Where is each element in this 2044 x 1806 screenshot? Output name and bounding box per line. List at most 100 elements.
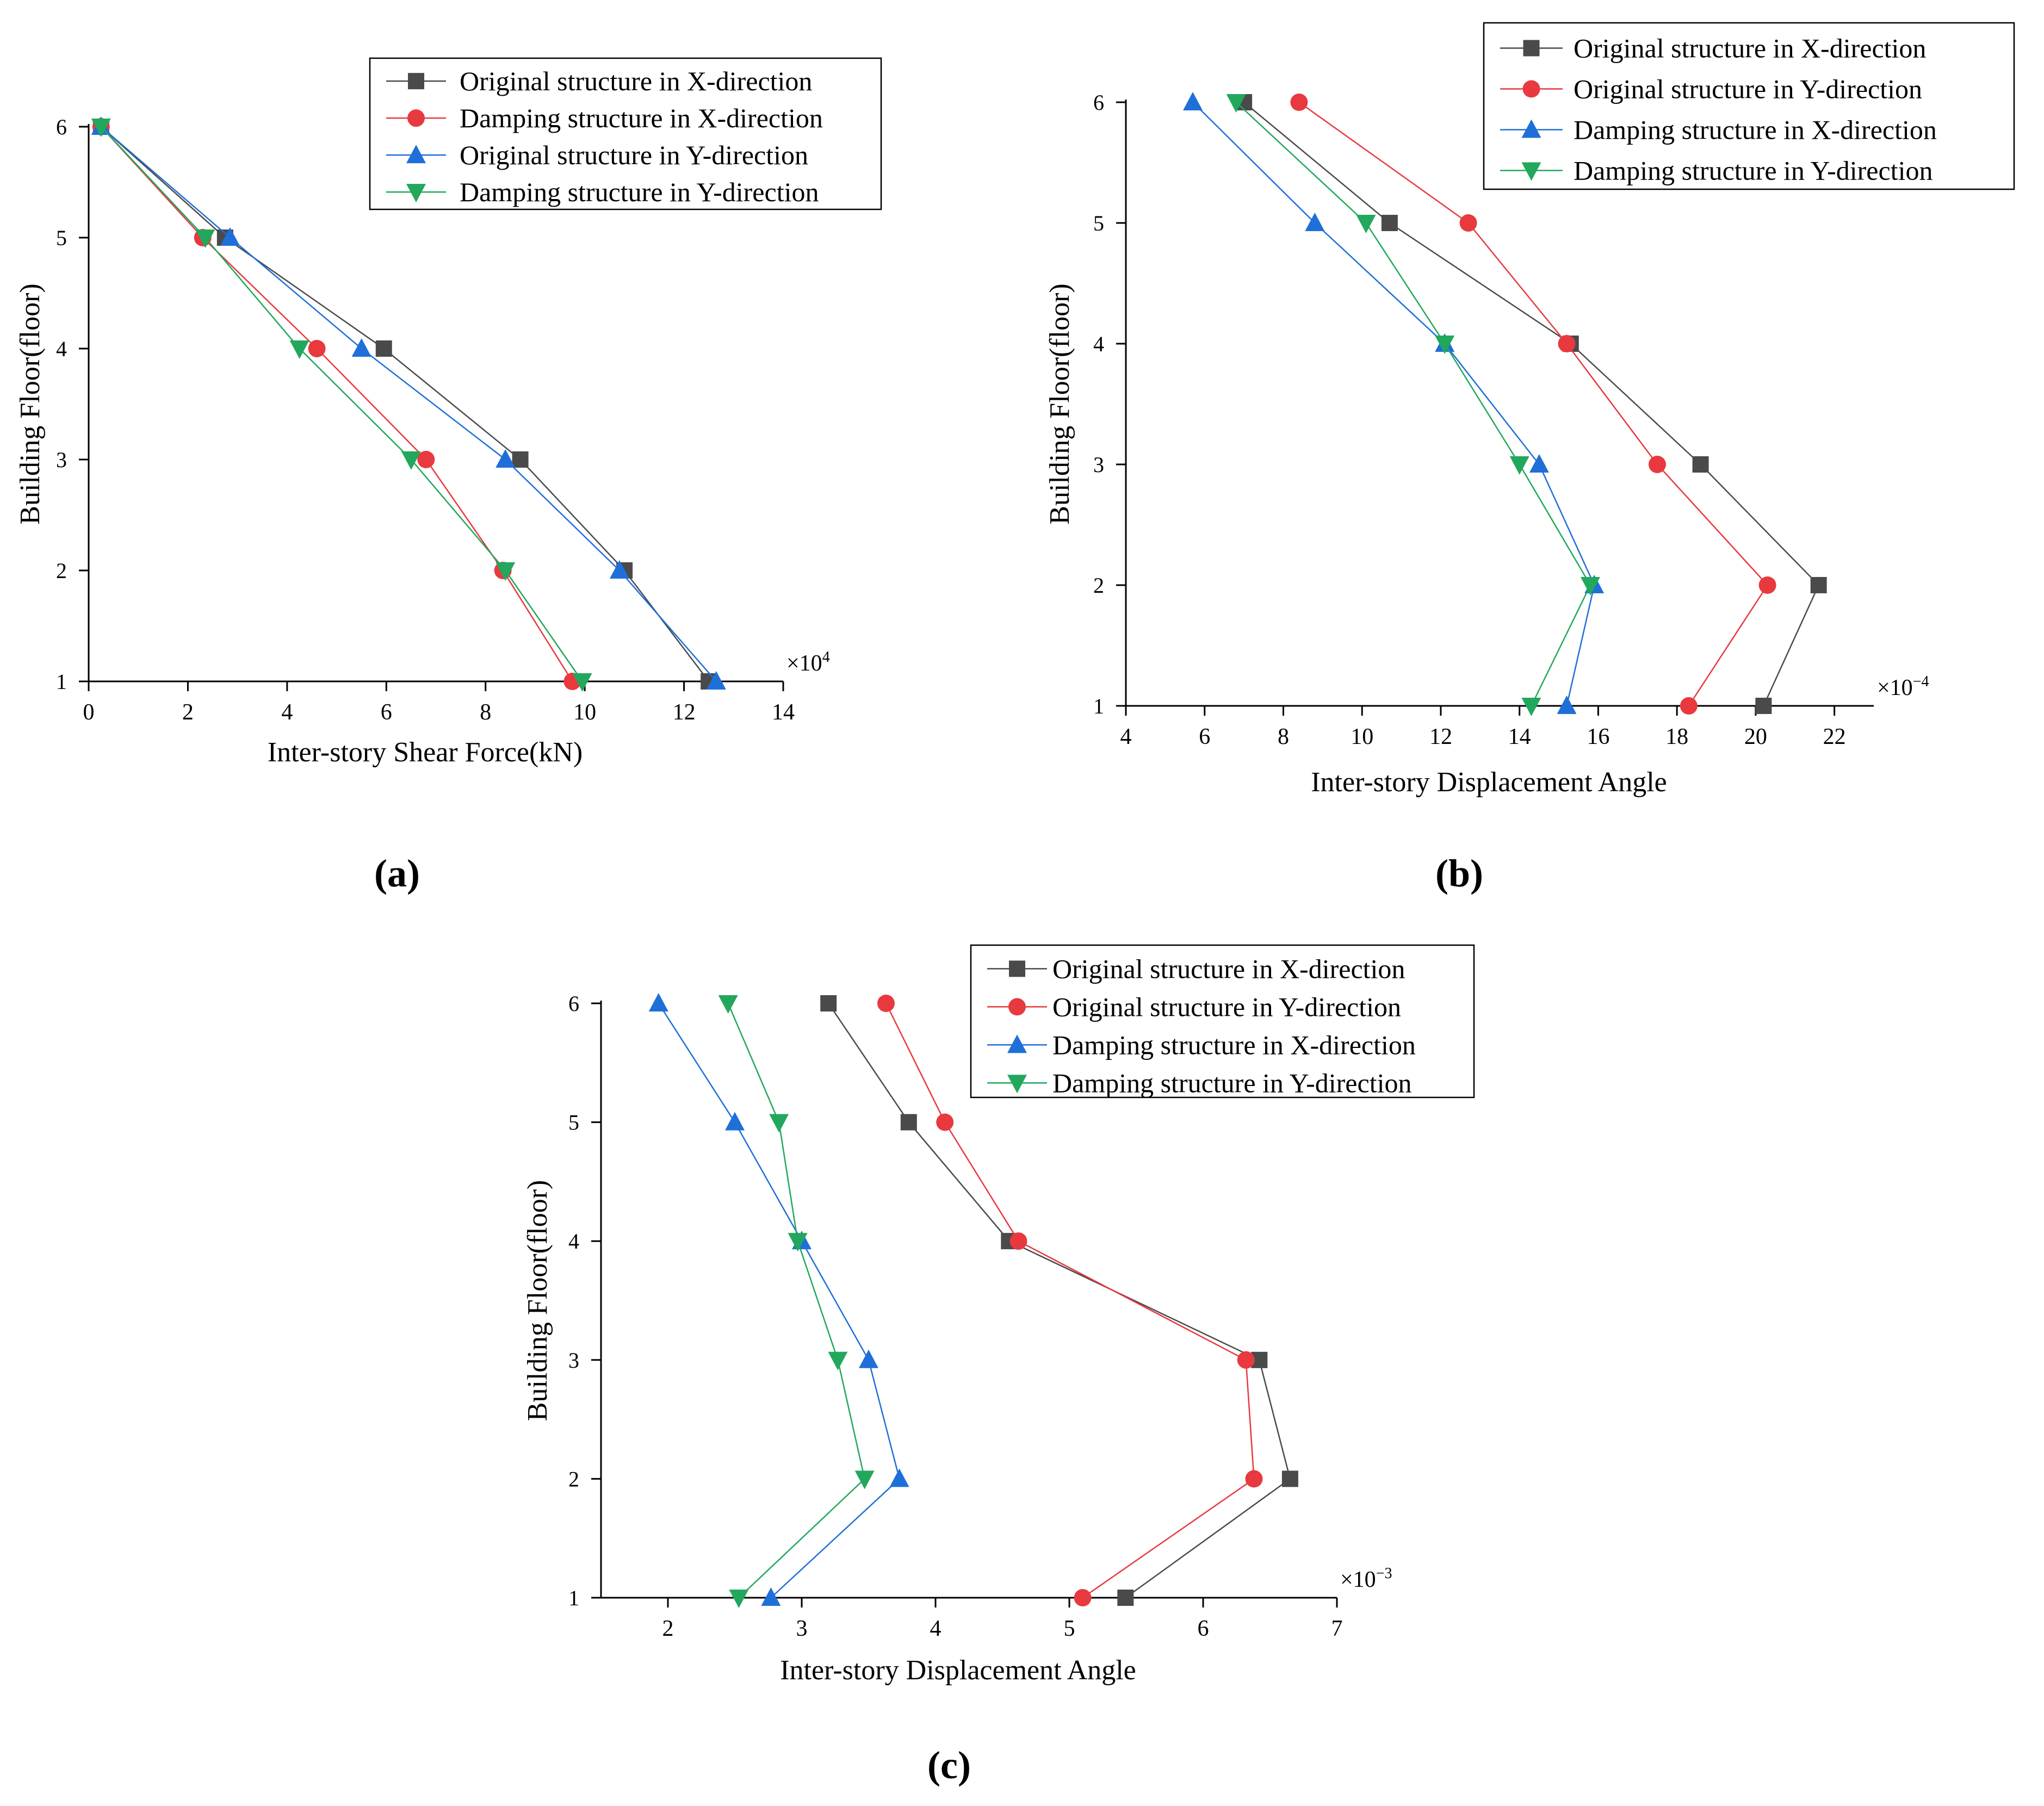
legend-box <box>369 57 882 210</box>
y-tick-label: 2 <box>568 1467 579 1491</box>
y-tick-label: 5 <box>568 1110 579 1135</box>
y-tick-label: 4 <box>568 1229 579 1253</box>
legend-marker <box>1522 80 1540 98</box>
data-point <box>609 560 629 579</box>
legend-box <box>1483 22 2015 190</box>
data-point <box>1237 1351 1255 1369</box>
data-point <box>308 340 326 357</box>
panel-label: (c) <box>927 1743 971 1787</box>
x-multiplier-label: ×104 <box>786 649 830 676</box>
x-multiplier-exponent: −3 <box>1376 1565 1392 1582</box>
legend-label: Original structure in X-direction <box>1574 33 1926 64</box>
legend-label: Original structure in Y-direction <box>1052 991 1401 1022</box>
x-axis-title: Inter-story Shear Force(kN) <box>268 737 583 768</box>
data-point <box>706 671 726 690</box>
legend: Original structure in X-direction Damping… <box>369 57 882 210</box>
legend-marker <box>406 145 426 164</box>
y-axis-title: Building Floor(floor) <box>522 1180 553 1421</box>
data-point <box>761 1587 781 1606</box>
x-tick-label: 7 <box>1331 1616 1343 1641</box>
data-point <box>1557 696 1577 714</box>
y-tick-label: 3 <box>56 448 67 472</box>
series-line <box>658 1003 900 1598</box>
x-tick-label: 12 <box>1429 724 1452 749</box>
y-tick-label: 5 <box>56 226 67 250</box>
series-line <box>1243 102 1820 706</box>
data-point <box>1509 456 1529 475</box>
data-point <box>1009 1232 1027 1250</box>
x-tick-label: 10 <box>1351 724 1373 749</box>
data-point <box>220 227 240 246</box>
data-point <box>788 1233 808 1252</box>
y-tick-label: 1 <box>568 1586 579 1610</box>
x-tick-label: 6 <box>1199 724 1210 749</box>
series-line <box>727 1003 865 1598</box>
legend-label: Damping structure in Y-direction <box>460 177 819 207</box>
legend-label: Damping structure in X-direction <box>1052 1029 1416 1060</box>
legend-marker <box>1007 1075 1027 1094</box>
y-axis-title: Building Floor(floor) <box>15 283 46 524</box>
data-point <box>1356 215 1376 233</box>
x-tick-label: 5 <box>1064 1616 1075 1641</box>
data-point <box>828 1351 848 1370</box>
y-tick-label: 4 <box>1093 332 1104 356</box>
legend-marker <box>1523 40 1540 57</box>
data-point <box>375 340 392 357</box>
y-tick-label: 3 <box>568 1348 579 1373</box>
series-line <box>100 126 583 682</box>
y-tick-label: 4 <box>56 337 67 361</box>
data-point <box>1290 94 1308 111</box>
data-point <box>936 1113 954 1131</box>
data-point <box>1245 1470 1263 1488</box>
series-line <box>1235 102 1591 706</box>
legend-label: Original structure in Y-direction <box>460 140 808 170</box>
data-point <box>1810 577 1827 593</box>
data-point <box>1435 336 1455 354</box>
data-point <box>351 338 371 357</box>
x-tick-label: 2 <box>662 1616 674 1641</box>
data-point <box>417 451 435 468</box>
data-point <box>1381 215 1398 231</box>
series-line <box>100 126 573 682</box>
data-point <box>1755 698 1772 714</box>
chart-panel-2: 4 6 8 10 12 14 16 18 20 22123456×10−4Inter-story … <box>1044 22 2015 895</box>
x-tick-label: 22 <box>1823 724 1846 749</box>
data-point <box>1558 335 1576 352</box>
chart-panel-3: 2 3 4 5 6 7 1 2 3 4 5 6 ×10−3 Inter-story Displacemen… <box>522 944 1475 1787</box>
series-4 <box>718 995 875 1608</box>
data-point <box>289 340 309 359</box>
x-tick-label: 20 <box>1744 724 1767 749</box>
data-point <box>820 995 837 1011</box>
series-2 <box>877 995 1263 1606</box>
series-2 <box>1290 94 1776 715</box>
series-line <box>1298 101 1769 706</box>
legend-label: Damping structure in Y-direction <box>1052 1068 1411 1098</box>
series-line <box>100 126 717 682</box>
panel-label: (b) <box>1435 852 1483 895</box>
series-line <box>1192 102 1595 706</box>
series-4 <box>91 119 592 692</box>
x-tick-label: 8 <box>480 700 491 725</box>
series-4 <box>1226 94 1600 716</box>
data-point <box>1521 698 1541 716</box>
x-tick-label: 14 <box>772 700 795 725</box>
series-3 <box>648 993 909 1606</box>
legend-label: Damping structure in X-direction <box>460 103 823 133</box>
x-tick-label: 4 <box>281 700 293 725</box>
x-axis-title: Inter-story Displacement Angle <box>780 1655 1136 1686</box>
y-tick-label: 6 <box>568 991 579 1016</box>
x-tick-label: 14 <box>1508 724 1531 749</box>
data-point <box>512 451 529 468</box>
data-point <box>1183 92 1203 110</box>
data-point <box>889 1468 909 1487</box>
data-point <box>1758 576 1776 594</box>
data-point <box>1692 456 1709 473</box>
legend-marker <box>408 73 424 90</box>
data-point <box>91 119 111 137</box>
y-axis-title: Building Floor(floor) <box>1044 283 1075 524</box>
legend-marker <box>1521 119 1541 138</box>
legend-label: Damping structure in X-direction <box>1574 115 1937 145</box>
y-tick-label: 6 <box>56 115 67 139</box>
y-tick-label: 5 <box>1093 211 1104 235</box>
